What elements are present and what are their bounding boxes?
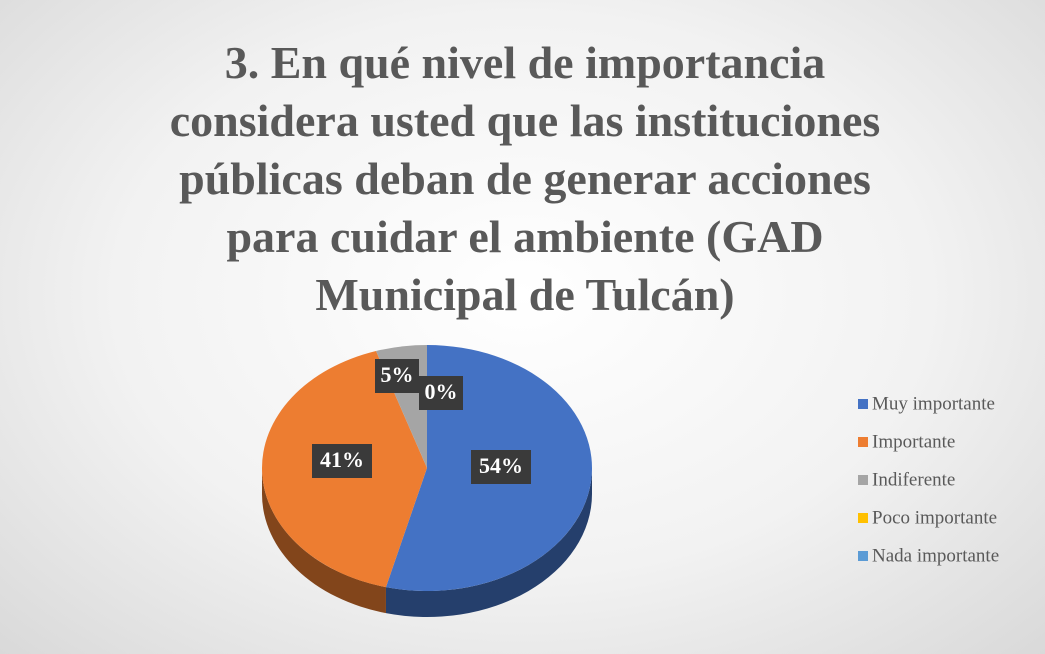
legend-label: Nada importante [872,545,999,566]
data-label-box [419,376,463,410]
legend-label: Importante [872,431,955,452]
legend-label: Muy importante [872,393,995,414]
legend-swatch [858,513,868,523]
legend-swatch [858,475,868,485]
data-label-box [471,450,531,484]
legend-swatch [858,399,868,409]
chart-title: 3. En qué nivel de importancia considera… [169,37,881,320]
data-label: 0% [425,379,458,404]
legend-swatch [858,551,868,561]
data-label-box [312,444,372,478]
pie-side [385,468,592,617]
data-label-box [375,359,419,393]
legend-swatch [858,437,868,447]
pie-side [262,468,386,614]
data-label: 41% [320,447,364,472]
legend-label: Indiferente [872,469,955,490]
data-label: 54% [479,453,523,478]
data-label: 5% [381,362,414,387]
legend-label: Poco importante [872,507,997,528]
